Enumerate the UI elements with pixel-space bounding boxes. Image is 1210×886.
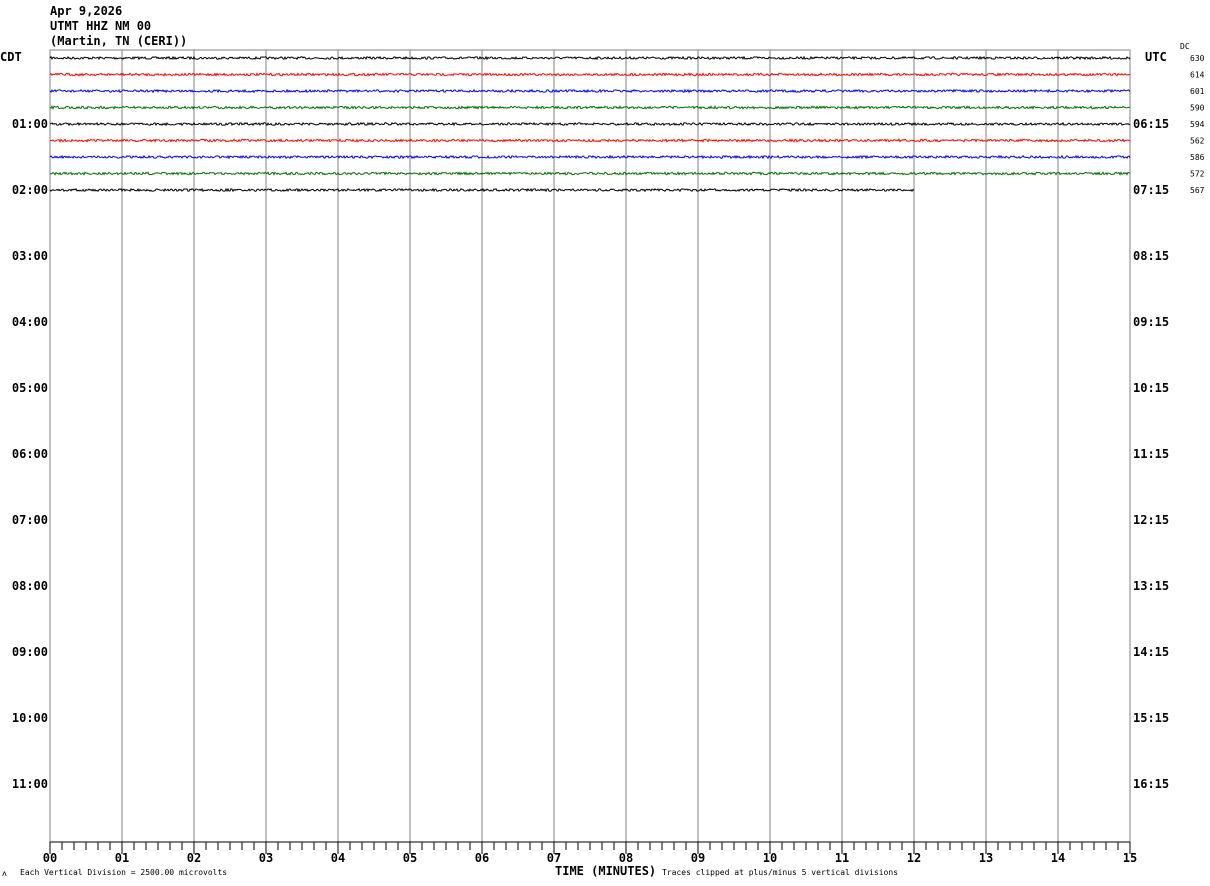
- right-hour-label: 15:15: [1133, 711, 1169, 725]
- right-hour-label: 14:15: [1133, 645, 1169, 659]
- left-hour-label: 08:00: [12, 579, 48, 593]
- left-hour-label: 02:00: [12, 183, 48, 197]
- trace: [49, 187, 915, 193]
- right-tz: UTC: [1145, 50, 1167, 64]
- plot-frame: [49, 49, 1131, 843]
- x-tick-label: 07: [547, 851, 561, 865]
- header: Apr 9,2026 UTMT HHZ NM 00 (Martin, TN (C…: [50, 4, 187, 49]
- x-tick-label: 04: [331, 851, 345, 865]
- left-hour-label: 07:00: [12, 513, 48, 527]
- trace: [49, 88, 1131, 94]
- left-hour-label: 06:00: [12, 447, 48, 461]
- left-hour-label: 11:00: [12, 777, 48, 791]
- left-hour-label: 09:00: [12, 645, 48, 659]
- right-hour-label: 07:15: [1133, 183, 1169, 197]
- date: Apr 9,2026: [50, 4, 123, 18]
- x-tick-label: 09: [691, 851, 705, 865]
- corner-mark: ʌ: [2, 869, 7, 878]
- x-tick-label: 10: [763, 851, 777, 865]
- left-hour-label: 01:00: [12, 117, 48, 131]
- trace: [49, 72, 1131, 77]
- dc-value: 601: [1190, 87, 1205, 96]
- right-hour-label: 16:15: [1133, 777, 1169, 791]
- location: (Martin, TN (CERI)): [50, 34, 188, 48]
- right-hour-label: 13:15: [1133, 579, 1169, 593]
- dc-value: 630: [1190, 54, 1205, 63]
- right-hour-label: 10:15: [1133, 381, 1169, 395]
- x-tick-label: 05: [403, 851, 417, 865]
- x-tick-label: 01: [115, 851, 129, 865]
- dc-value: 562: [1190, 137, 1205, 146]
- x-tick-label: 08: [619, 851, 633, 865]
- trace: [49, 154, 1131, 160]
- x-tick-label: 06: [475, 851, 489, 865]
- x-tick-label: 12: [907, 851, 921, 865]
- xlabel: TIME (MINUTES): [555, 864, 657, 878]
- right-hour-label: 12:15: [1133, 513, 1169, 527]
- x-tick-label: 00: [43, 851, 57, 865]
- x-tick-label: 15: [1123, 851, 1137, 865]
- left-hour-label: 04:00: [12, 315, 48, 329]
- trace: [49, 171, 1131, 176]
- trace: [49, 55, 1131, 61]
- right-hour-label: 06:15: [1133, 117, 1169, 131]
- dc-value: 567: [1190, 186, 1205, 195]
- trace: [49, 105, 1130, 110]
- left-hour-label: 03:00: [12, 249, 48, 263]
- scale-note: Each Vertical Division = 2500.00 microvo…: [20, 868, 228, 877]
- dc-label: DC: [1180, 42, 1190, 51]
- trace: [49, 138, 1131, 143]
- x-tick-label: 02: [187, 851, 201, 865]
- x-tick-label: 13: [979, 851, 993, 865]
- left-tz: CDT: [0, 50, 22, 64]
- clip-note: Traces clipped at plus/minus 5 vertical …: [662, 868, 899, 877]
- dc-value: 614: [1190, 71, 1205, 80]
- station: UTMT HHZ NM 00: [50, 19, 152, 33]
- x-tick-label: 03: [259, 851, 273, 865]
- left-hour-label: 10:00: [12, 711, 48, 725]
- dc-value: 590: [1190, 104, 1205, 113]
- dc-value: 594: [1190, 120, 1205, 129]
- right-hour-label: 11:15: [1133, 447, 1169, 461]
- dc-value: 586: [1190, 153, 1205, 162]
- x-tick-label: 11: [835, 851, 849, 865]
- x-tick-label: 14: [1051, 851, 1065, 865]
- right-hour-label: 09:15: [1133, 315, 1169, 329]
- left-hour-label: 05:00: [12, 381, 48, 395]
- dc-value: 572: [1190, 170, 1205, 179]
- trace: [49, 121, 1131, 127]
- right-hour-label: 08:15: [1133, 249, 1169, 263]
